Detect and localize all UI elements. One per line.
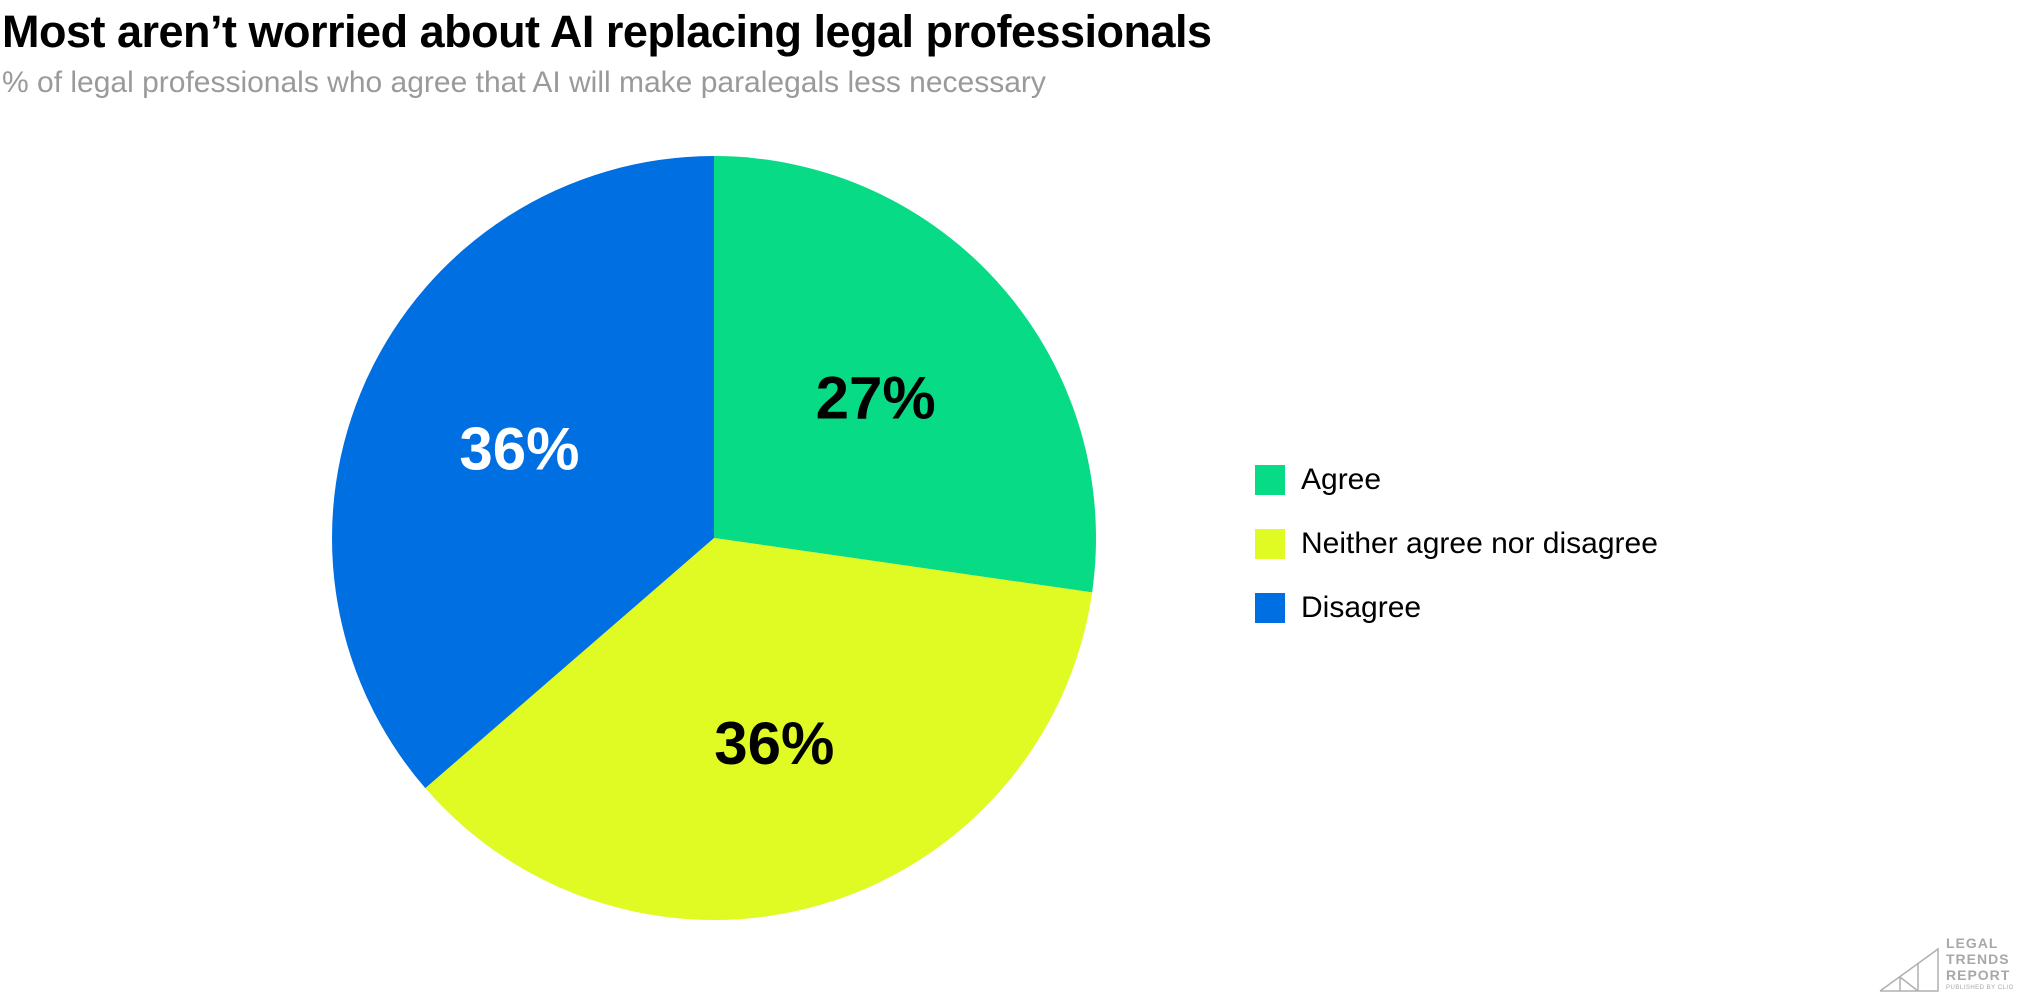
data-label-disagree: 36%: [459, 416, 579, 483]
legend-swatch-disagree: [1255, 593, 1285, 623]
logo-subtext: PUBLISHED BY CLIO: [1946, 985, 2014, 991]
logo-mark-icon: [1879, 947, 1939, 992]
legend-label-agree: Agree: [1301, 463, 1382, 496]
chart-title: Most aren’t worried about AI replacing l…: [2, 6, 1212, 57]
legend: Agree Neither agree nor disagree Disagre…: [1255, 448, 1658, 640]
legal-trends-report-logo: LEGAL TRENDS REPORT PUBLISHED BY CLIO: [1878, 933, 2018, 999]
logo-line-1: LEGAL: [1946, 935, 1999, 951]
legend-item-disagree: Disagree: [1255, 576, 1658, 640]
pie-slice-agree: [714, 156, 1096, 593]
data-label-neither: 36%: [714, 710, 834, 777]
logo-line-3: REPORT: [1946, 967, 2011, 983]
logo-text: LEGAL TRENDS REPORT: [1946, 935, 2010, 983]
data-label-agree: 27%: [816, 364, 936, 431]
pie-slice-neither: [425, 538, 1093, 921]
logo-line-2: TRENDS: [1946, 951, 2010, 967]
legend-label-neither: Neither agree nor disagree: [1301, 527, 1658, 560]
pie-slice-disagree: [332, 155, 714, 789]
legend-swatch-neither: [1255, 529, 1285, 559]
legend-item-agree: Agree: [1255, 448, 1658, 512]
legend-item-neither: Neither agree nor disagree: [1255, 512, 1658, 576]
legend-swatch-agree: [1255, 465, 1285, 495]
chart-subtitle: % of legal professionals who agree that …: [2, 66, 1046, 99]
legend-label-disagree: Disagree: [1301, 591, 1422, 624]
